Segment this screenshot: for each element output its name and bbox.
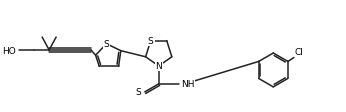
Text: HO: HO (2, 46, 16, 55)
Text: S: S (135, 88, 141, 97)
Text: S: S (148, 37, 154, 46)
Text: N: N (155, 62, 162, 71)
Text: NH: NH (181, 80, 194, 89)
Text: Cl: Cl (295, 48, 304, 57)
Text: S: S (104, 40, 109, 49)
